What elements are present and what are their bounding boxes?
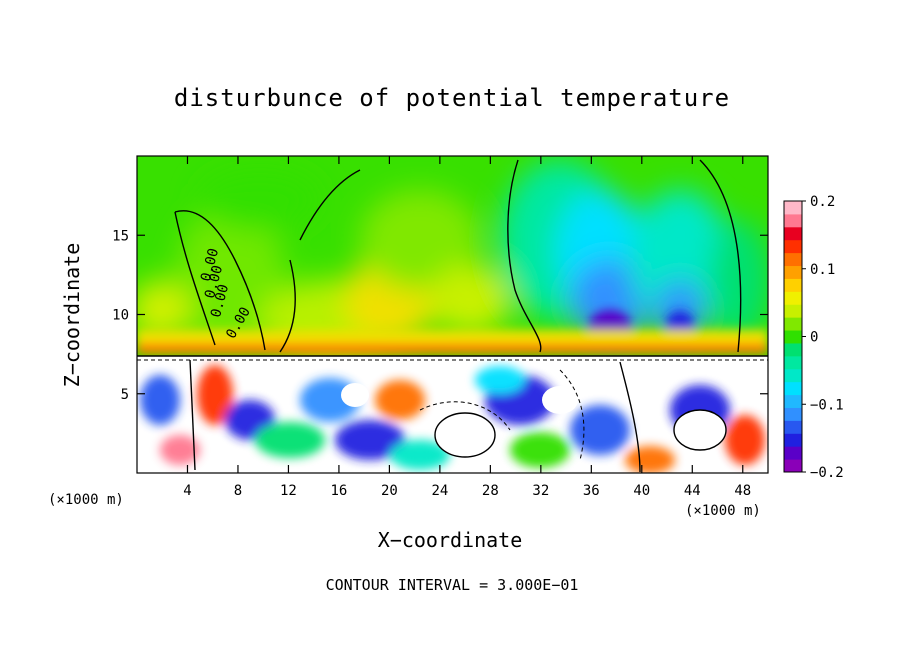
field-image (137, 156, 768, 473)
x-tick-label: 36 (583, 483, 600, 499)
colorbar-swatch (784, 394, 802, 408)
colorbar-swatch (784, 226, 802, 241)
colorbar-swatch (784, 252, 802, 267)
colorbar-swatch (784, 239, 802, 254)
x-unit-label-right: (×1000 m) (685, 503, 761, 519)
x-unit-label-left: (×1000 m) (48, 492, 124, 508)
colorbar-swatch (784, 459, 802, 473)
y-axis: 5 10 15 (112, 228, 768, 403)
x-axis: 4 8 12 16 20 24 28 32 36 40 44 48 (183, 156, 751, 499)
x-tick-label: 48 (734, 483, 751, 499)
colorbar-swatch (784, 355, 802, 370)
colorbar-tick-label: 0.1 (810, 262, 835, 278)
colorbar-swatch (784, 407, 802, 421)
x-tick-label: 20 (381, 483, 398, 499)
x-tick-label: 44 (684, 483, 701, 499)
colorbar-swatch (784, 278, 802, 292)
x-tick-label: 8 (234, 483, 242, 499)
x-tick-label: 24 (431, 483, 448, 499)
colorbar-swatch (784, 433, 802, 447)
colorbar-swatch (784, 201, 802, 215)
colorbar-swatch (784, 330, 802, 344)
x-tick-label: 4 (183, 483, 191, 499)
x-tick-label: 40 (633, 483, 650, 499)
colorbar-tick-label: −0.2 (810, 465, 844, 481)
x-tick-label: 16 (330, 483, 347, 499)
colorbar-tick-label: 0 (810, 330, 818, 346)
colorbar-swatch (784, 291, 802, 305)
y-axis-label: Z−coordinate (60, 242, 84, 388)
colorbar-tick-label: −0.1 (810, 397, 844, 413)
y-tick-label: 5 (121, 387, 129, 403)
y-tick-label: 10 (112, 308, 129, 324)
x-tick-label: 28 (482, 483, 499, 499)
x-tick-label: 12 (280, 483, 297, 499)
colorbar-swatch (784, 213, 802, 228)
colorbar-swatch (784, 446, 802, 460)
colorbar-swatch (784, 381, 802, 396)
x-tick-label: 32 (532, 483, 549, 499)
colorbar-swatch (784, 265, 802, 279)
y-tick-label: 15 (112, 228, 129, 244)
colorbar-swatch (784, 304, 802, 318)
contour-interval-note: CONTOUR INTERVAL = 3.000E−01 (325, 576, 579, 594)
colorbar-swatch (784, 317, 802, 331)
colorbar-swatch (784, 368, 802, 383)
chart-title: disturbunce of potential temperature (173, 84, 731, 112)
colorbar-swatch (784, 342, 802, 357)
colorbar-swatch (784, 420, 802, 434)
colorbar-tick-label: 0.2 (810, 194, 835, 210)
colorbar: 0.2 0.1 0 −0.1 −0.2 (783, 194, 844, 481)
x-axis-label: X−coordinate (377, 528, 523, 552)
